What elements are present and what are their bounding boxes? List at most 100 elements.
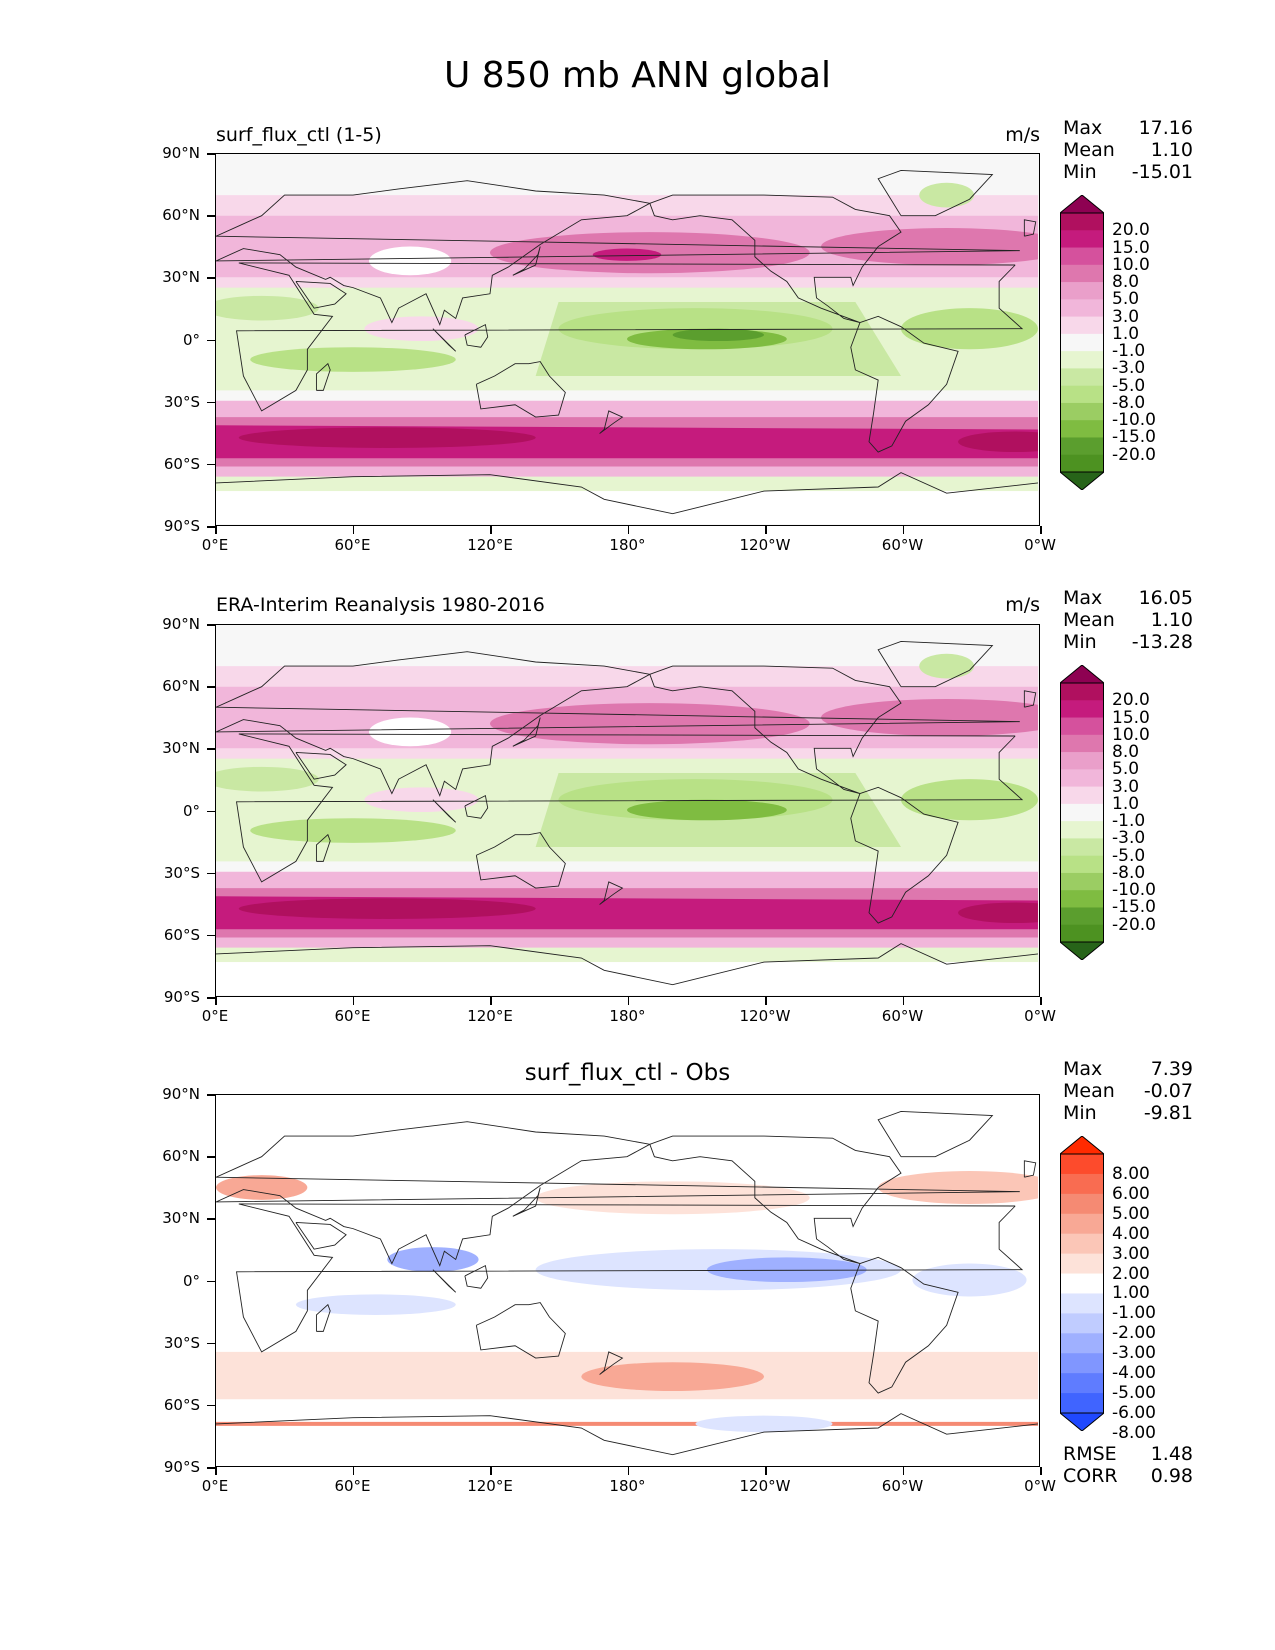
stats-block: Max 7.39 Mean -0.07 Min -9.81 <box>1063 1058 1193 1124</box>
y-tick-label: 90°S <box>163 988 200 1006</box>
colorbar-segment <box>1060 1333 1104 1354</box>
colorbar-label: 1.0 <box>1112 793 1140 814</box>
colorbar-label: -20.0 <box>1112 914 1156 935</box>
diff-indian <box>295 1294 456 1315</box>
stats-block: Max 17.16 Mean 1.10 Min -15.01 <box>1063 117 1193 183</box>
colorbar-extend-min <box>1058 1412 1106 1432</box>
x-tick <box>902 997 904 1005</box>
x-tick <box>352 1467 354 1475</box>
colorbar-segment <box>1060 1353 1104 1374</box>
colorbar-label: 20.0 <box>1112 690 1150 711</box>
colorbar-segment <box>1060 717 1104 736</box>
x-tick <box>352 526 354 534</box>
stat-max-label: Max <box>1063 587 1103 609</box>
colorbar-segment <box>1060 420 1104 438</box>
colorbar-segment <box>1060 1193 1104 1215</box>
colorbar-label: 10.0 <box>1112 724 1150 745</box>
stat-mean: 1.10 <box>1150 139 1193 161</box>
x-tick <box>215 1467 217 1475</box>
colorbar-label: -3.00 <box>1112 1343 1156 1364</box>
stat-min-label: Min <box>1063 1102 1097 1124</box>
y-tick-label: 60°N <box>162 1147 200 1166</box>
wind-field <box>216 154 1038 524</box>
colorbar-label: -8.0 <box>1112 862 1146 883</box>
y-tick <box>207 997 215 999</box>
y-tick <box>207 1156 215 1158</box>
colorbar-label: 15.0 <box>1112 237 1150 258</box>
x-tick <box>215 526 217 534</box>
diff-north-pacific <box>535 1181 810 1215</box>
y-tick <box>207 872 215 875</box>
x-tick <box>1040 526 1042 534</box>
colorbar-segment <box>1060 368 1104 387</box>
greenland-east <box>919 653 975 679</box>
x-tick <box>1040 1467 1042 1475</box>
corr-label: CORR <box>1063 1465 1118 1487</box>
colorbar-label: 5.0 <box>1112 289 1140 310</box>
panel-title: surf_flux_ctl (1-5) <box>216 124 382 146</box>
corr-value: 0.98 <box>1150 1465 1193 1487</box>
tibet <box>368 246 452 276</box>
jet-south-atlantic <box>958 902 1038 924</box>
colorbar-label: 1.00 <box>1112 1283 1150 1304</box>
colorbar-segment <box>1060 213 1104 231</box>
colorbar-label: 3.00 <box>1112 1243 1150 1264</box>
y-tick <box>207 1280 215 1282</box>
colorbar-segment <box>1060 890 1104 908</box>
colorbar-label: -5.00 <box>1112 1383 1156 1404</box>
colorbar-label: 3.0 <box>1112 776 1140 797</box>
jet-south-indian <box>238 427 536 448</box>
x-tick <box>490 526 492 534</box>
colorbar <box>1058 194 1106 491</box>
map-plot <box>215 1094 1040 1467</box>
stat-max: 17.16 <box>1138 117 1193 139</box>
x-tick-label: 60°E <box>334 1007 371 1025</box>
colorbar-segment <box>1060 872 1104 891</box>
y-tick-label: 60°S <box>163 1395 200 1414</box>
colorbar-label: -5.0 <box>1112 845 1146 866</box>
y-tick <box>207 934 215 937</box>
y-tick <box>207 277 215 279</box>
monsoon-india <box>364 787 479 813</box>
colorbar-segment <box>1060 437 1104 456</box>
colorbar-label: -6.00 <box>1112 1403 1156 1423</box>
colorbar-segment <box>1060 700 1104 719</box>
diff-field <box>216 1095 1038 1465</box>
y-tick-label: 90°N <box>162 144 200 162</box>
y-tick <box>207 1404 215 1407</box>
stat-max-label: Max <box>1063 1058 1103 1080</box>
stat-min-label: Min <box>1063 631 1097 653</box>
monsoon-india <box>364 316 479 342</box>
trades-indian <box>250 347 456 372</box>
x-tick <box>352 997 354 1005</box>
y-tick <box>207 810 215 812</box>
y-tick <box>207 1467 215 1469</box>
x-tick-label: 0°E <box>201 1007 229 1025</box>
map-plot <box>215 153 1040 526</box>
colorbar-label: -8.00 <box>1112 1422 1156 1443</box>
units-label: m/s <box>1005 594 1040 616</box>
stat-max: 16.05 <box>1138 587 1193 609</box>
rmse-corr-block: RMSE 1.48 CORR 0.98 <box>1063 1443 1193 1487</box>
y-tick-label: 0° <box>182 330 200 349</box>
colorbar-segment <box>1060 1313 1104 1334</box>
x-tick <box>490 997 492 1005</box>
x-tick <box>765 997 767 1005</box>
stats-block: Max 16.05 Mean 1.10 Min -13.28 <box>1063 587 1193 653</box>
y-tick <box>207 153 215 155</box>
colorbar-segment <box>1060 385 1104 404</box>
map-plot <box>215 624 1040 997</box>
colorbar-segment <box>1060 752 1104 770</box>
stat-min: -15.01 <box>1131 161 1193 183</box>
diff-south-core <box>581 1362 764 1391</box>
diff-pacific-core <box>706 1257 867 1283</box>
polar-easterlies <box>216 476 1038 492</box>
antarctic <box>216 491 1038 524</box>
colorbar-label: -1.0 <box>1112 341 1146 362</box>
colorbar-segment <box>1060 230 1104 249</box>
y-tick-label: 90°S <box>163 1458 200 1476</box>
colorbar-label: -2.00 <box>1112 1323 1156 1344</box>
colorbar-segment <box>1060 855 1104 874</box>
